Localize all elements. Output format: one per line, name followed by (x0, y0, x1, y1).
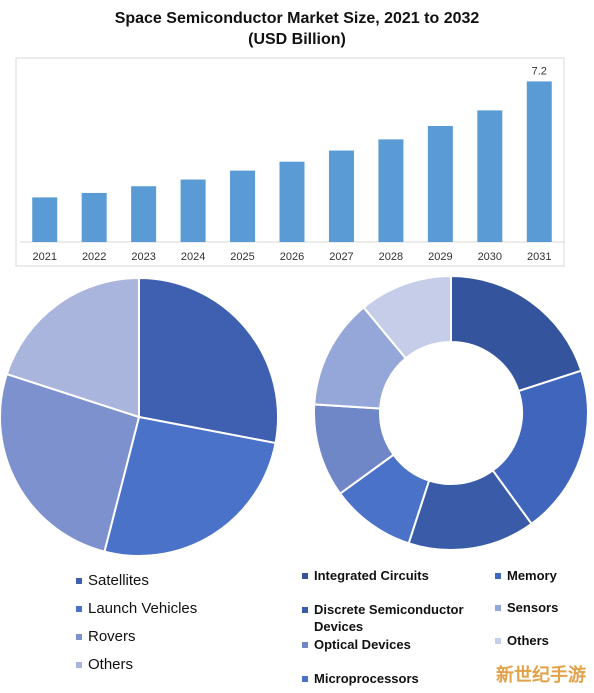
x-tick-label: 2023 (131, 251, 155, 263)
x-tick-label: 2029 (428, 251, 452, 263)
legend-label: Launch Vehicles (88, 600, 198, 617)
bar-2029 (427, 126, 453, 242)
pie-slice-satellites (138, 276, 279, 445)
bar-2026 (279, 161, 305, 242)
legend-label: Others (507, 633, 549, 648)
legend-label: Memory (507, 568, 557, 583)
legend-marker (76, 578, 82, 584)
legend-label: Others (88, 656, 134, 673)
legend-marker (76, 634, 82, 640)
legend-label: Sensors (507, 600, 559, 615)
x-tick-label: 2026 (280, 251, 304, 263)
legend-label: Microprocessors (314, 671, 419, 686)
x-tick-label: 2030 (478, 251, 502, 263)
x-tick-label: 2027 (329, 251, 353, 263)
x-tick-label: 2025 (230, 251, 254, 263)
x-tick-label: 2031 (527, 251, 551, 263)
legend-label: Optical Devices (314, 637, 411, 652)
x-tick-label: 2022 (82, 251, 106, 263)
pie-slice-rovers (0, 372, 141, 553)
legend-label: Discrete Semiconductor Devices (314, 602, 464, 634)
pie-slice-others (5, 276, 140, 419)
plot-frame (15, 57, 565, 267)
legend-marker (76, 606, 82, 612)
donut-slice-others (362, 274, 452, 360)
legend-marker (302, 642, 308, 648)
bar-2027 (328, 150, 354, 242)
legend-marker (302, 676, 308, 682)
bar-2023 (131, 186, 157, 242)
legend-marker (302, 607, 308, 613)
legend-marker (495, 605, 501, 611)
x-tick-label: 2028 (379, 251, 403, 263)
bar-2022 (81, 192, 107, 242)
legend-marker (76, 662, 82, 668)
chart-title: Space Semiconductor Market Size, 2021 to… (114, 10, 480, 27)
donut-slice-integrated-circuits (450, 274, 583, 393)
x-tick-label: 2024 (181, 251, 205, 263)
legend-label: Satellites (88, 572, 149, 589)
data-label-2031: 7.2 (532, 65, 547, 77)
legend-marker (495, 638, 501, 644)
bar-2024 (180, 179, 206, 242)
bar-2030 (477, 110, 503, 242)
x-tick-label: 2021 (32, 251, 56, 263)
watermark-logo: 新世纪手游 (496, 665, 586, 686)
bar-2025 (230, 170, 256, 242)
legend-label: Integrated Circuits (314, 568, 429, 583)
bar-2028 (378, 139, 404, 242)
pie-slice-launch-vehicles (103, 415, 277, 557)
bar-2031 (526, 81, 552, 242)
legend-marker (302, 573, 308, 579)
legend-label: Rovers (88, 628, 136, 645)
chart-subtitle: (USD Billion) (248, 31, 346, 48)
legend-marker (495, 573, 501, 579)
bar-2021 (32, 197, 58, 242)
donut-slice-memory (491, 369, 589, 526)
